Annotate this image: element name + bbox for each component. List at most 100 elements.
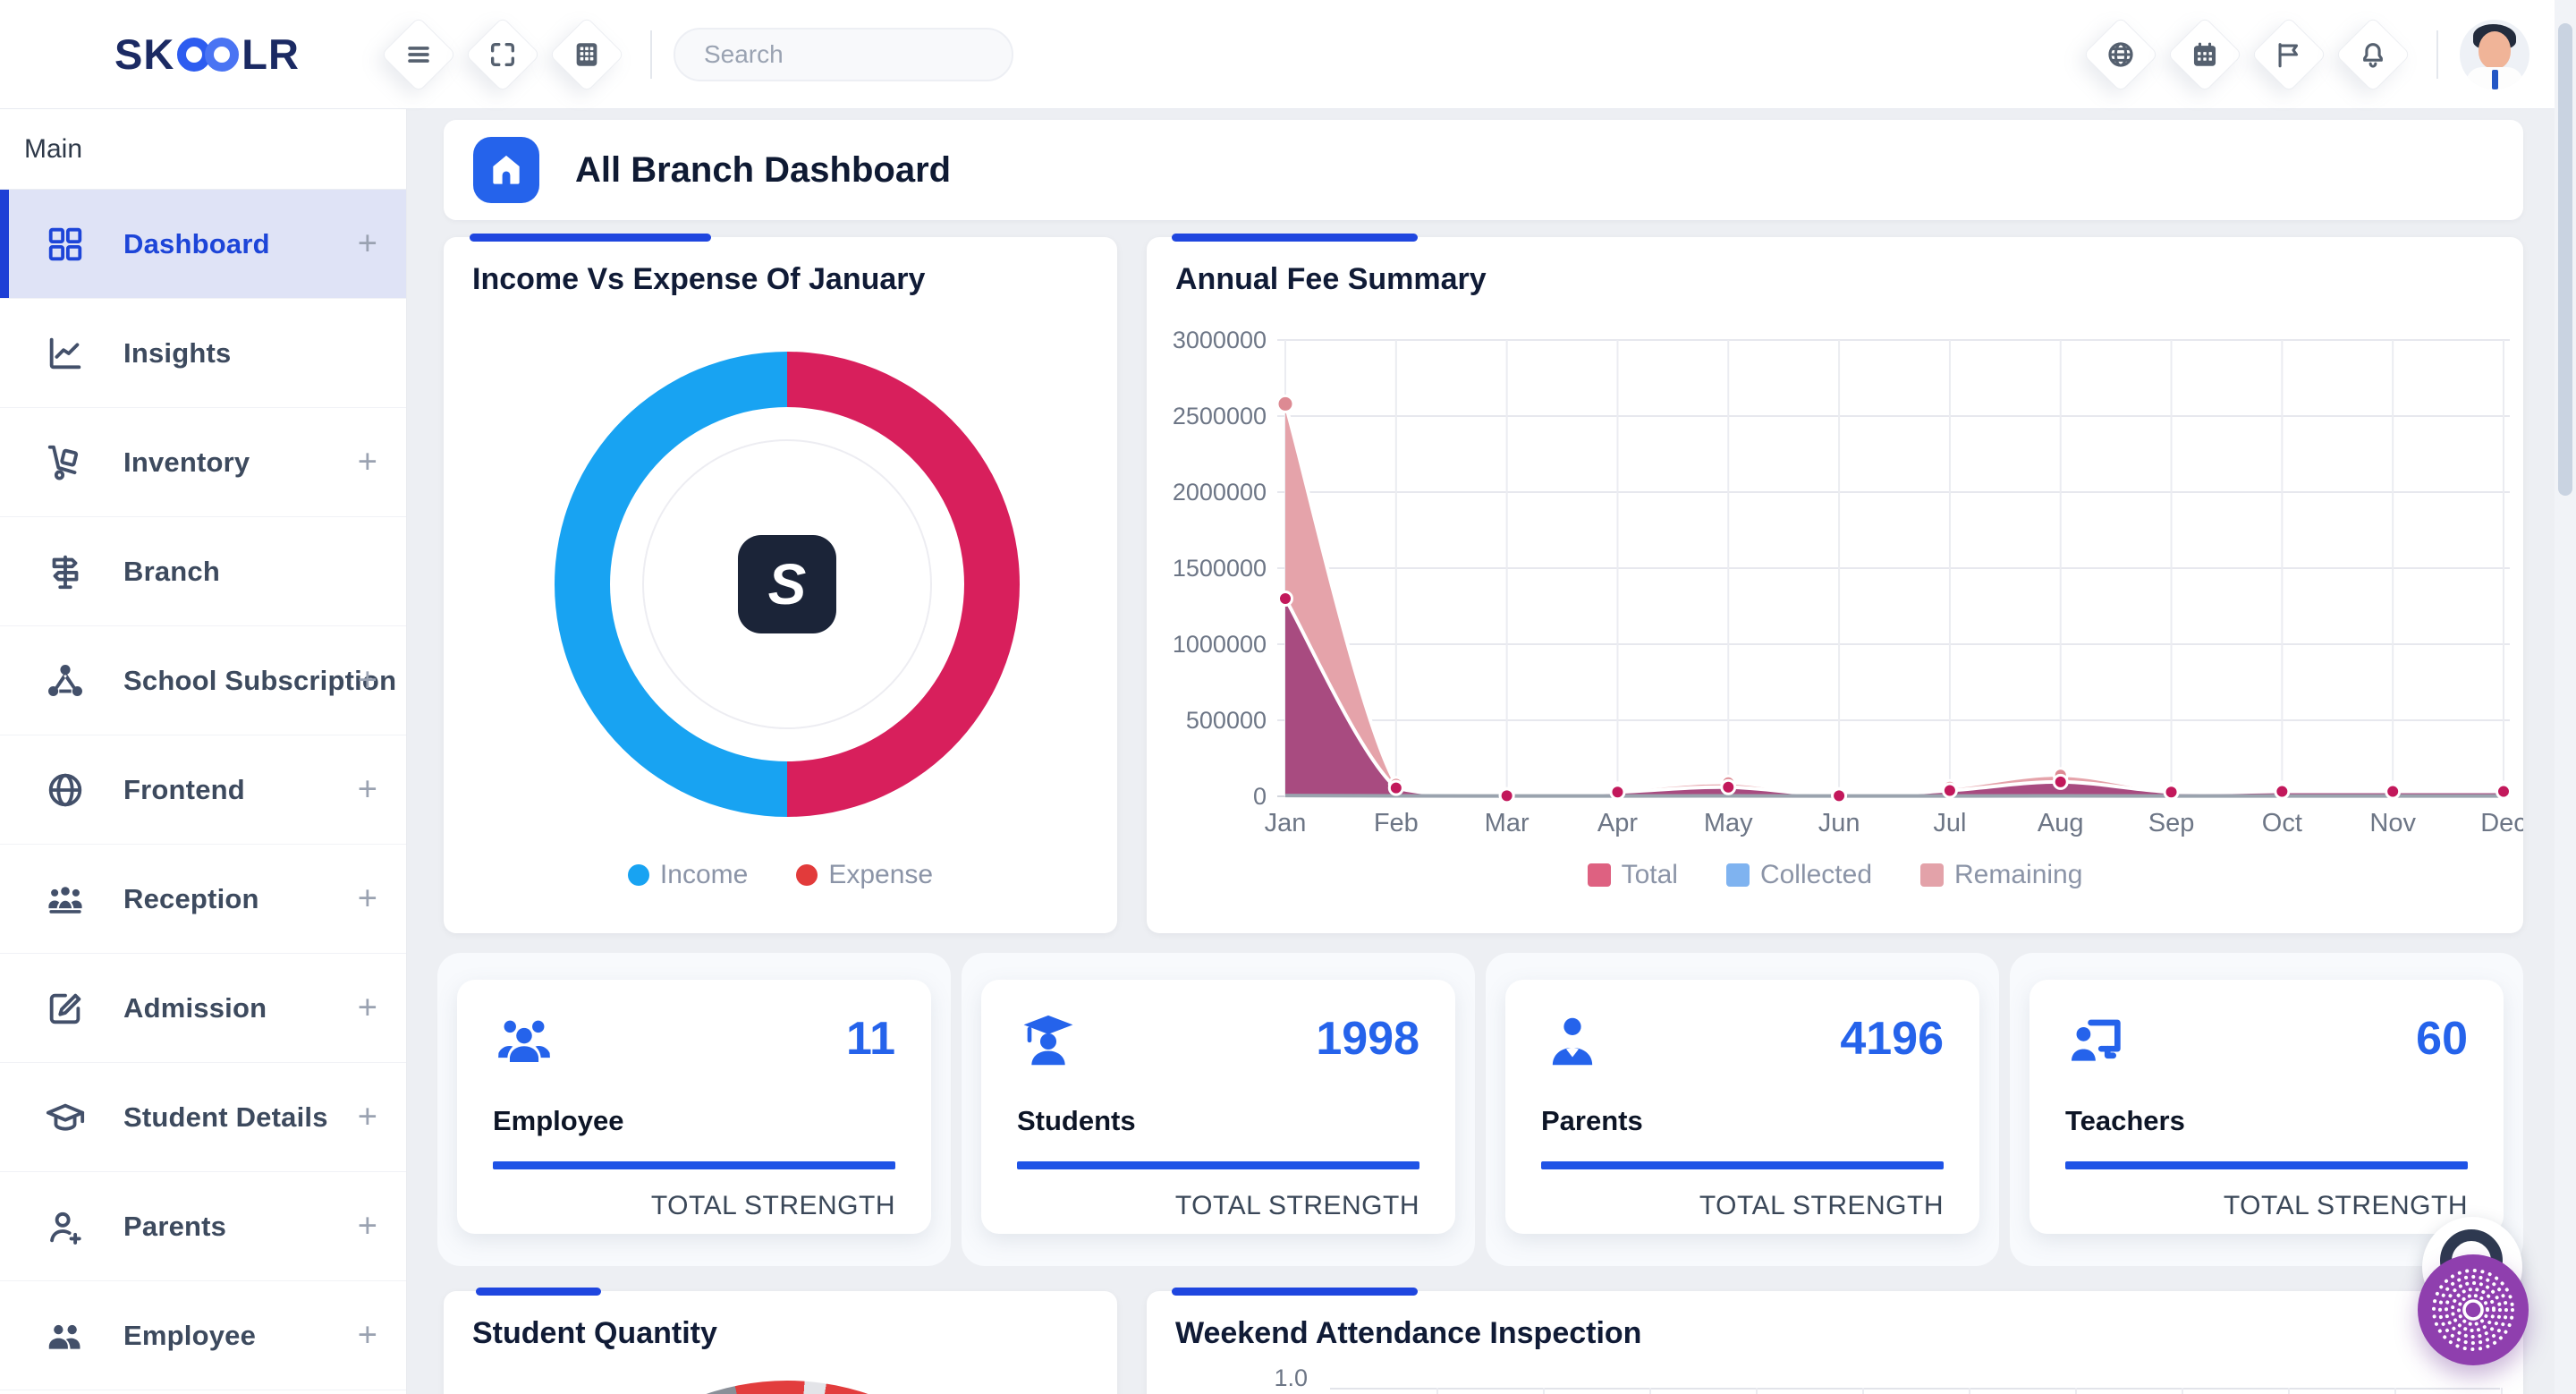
sidebar-item-label: Insights <box>123 337 231 370</box>
sidebar-item-label: Employee <box>123 1320 256 1352</box>
expand-plus-icon[interactable]: + <box>358 1207 377 1245</box>
card-accent-bar <box>1172 1288 1418 1296</box>
weekend-grid-stub <box>1543 1388 1545 1394</box>
search-bar <box>674 28 1013 81</box>
header-apps-grid-button[interactable] <box>549 16 625 92</box>
sidebar-item-employee[interactable]: Employee + <box>0 1281 406 1390</box>
sidebar-item-label: Student Details <box>123 1101 328 1134</box>
stat-footer: TOTAL STRENGTH <box>1699 1191 1944 1221</box>
weekend-grid-stub <box>1969 1388 1970 1394</box>
expand-plus-icon[interactable]: + <box>358 443 377 481</box>
stat-value: 60 <box>2416 1012 2468 1066</box>
legend-dot <box>628 864 649 886</box>
annual-fee-legend: Total Collected Remaining <box>1147 860 2523 890</box>
dotted-mandala-icon <box>2429 1266 2517 1354</box>
weekend-grid-stub <box>2394 1388 2396 1394</box>
user-avatar[interactable] <box>2460 20 2529 89</box>
header-calendar-button[interactable] <box>2167 16 2243 92</box>
svg-text:Jul: Jul <box>1933 809 1966 837</box>
home-button[interactable] <box>473 137 539 203</box>
sidebar-item-admission[interactable]: Admission+ <box>0 954 406 1063</box>
header-bell-button[interactable] <box>2335 16 2411 92</box>
expand-plus-icon[interactable]: + <box>358 225 377 263</box>
sidebar-item-insights[interactable]: Insights <box>0 299 406 408</box>
header-divider-right <box>2436 30 2438 79</box>
legend-item-remaining[interactable]: Remaining <box>1920 860 2082 890</box>
menu-icon <box>403 39 434 70</box>
sidebar-item-parents[interactable]: Parents+ <box>0 1172 406 1281</box>
sidebar-item-label: Inventory <box>123 446 250 479</box>
legend-label: Expense <box>828 860 933 890</box>
header-globe-button[interactable] <box>2083 16 2159 92</box>
expand-plus-icon[interactable]: + <box>358 1098 377 1136</box>
sidebar-item-dashboard[interactable]: Dashboard+ <box>0 190 406 299</box>
stat-value: 4196 <box>1840 1012 1944 1066</box>
stat-card-parents: 4196ParentsTOTAL STRENGTH <box>1505 980 1979 1234</box>
svg-text:Aug: Aug <box>2038 809 2084 837</box>
legend-swatch <box>1920 863 1944 887</box>
page-scrollbar-thumb[interactable] <box>2558 23 2572 496</box>
stat-card-container: 11EmployeeTOTAL STRENGTH <box>437 953 951 1266</box>
header-menu-button[interactable] <box>381 16 457 92</box>
frontend-icon <box>45 769 86 811</box>
legend-label: Income <box>660 860 748 890</box>
sidebar-item-student-details[interactable]: Student Details + <box>0 1063 406 1172</box>
page-title: All Branch Dashboard <box>575 150 951 191</box>
expand-plus-icon[interactable]: + <box>358 1316 377 1355</box>
svg-text:1000000: 1000000 <box>1173 631 1267 658</box>
student-quantity-pie-chart[interactable] <box>537 1381 1038 1394</box>
weekend-y-tick: 1.0 <box>1236 1364 1308 1392</box>
expand-plus-icon[interactable]: + <box>358 661 377 700</box>
weekend-grid-stub <box>2288 1388 2290 1394</box>
weekend-gridline <box>1330 1388 2500 1390</box>
page-title-card: All Branch Dashboard <box>444 120 2523 220</box>
stat-divider <box>2065 1161 2468 1169</box>
stat-footer: TOTAL STRENGTH <box>1175 1191 1419 1221</box>
avatar-tie <box>2492 70 2498 89</box>
header-fullscreen-button[interactable] <box>465 16 541 92</box>
header-flag-button[interactable] <box>2251 16 2327 92</box>
svg-text:Mar: Mar <box>1485 809 1530 837</box>
legend-swatch <box>1726 863 1750 887</box>
sidebar-item-school-subscription[interactable]: School Subscription+ <box>0 626 406 735</box>
legend-item-income[interactable]: Income <box>628 860 748 890</box>
sidebar-item-reception[interactable]: Reception+ <box>0 845 406 954</box>
svg-text:Oct: Oct <box>2262 809 2302 837</box>
legend-item-total[interactable]: Total <box>1588 860 1678 890</box>
expand-plus-icon[interactable]: + <box>358 770 377 809</box>
annual-fee-area-chart[interactable]: 3000000250000020000001500000100000050000… <box>1147 237 2523 933</box>
admission-icon <box>45 988 86 1029</box>
svg-text:2500000: 2500000 <box>1173 403 1267 429</box>
legend-item-collected[interactable]: Collected <box>1726 860 1872 890</box>
app-logo: SK LR <box>114 30 300 79</box>
expand-plus-icon[interactable]: + <box>358 989 377 1027</box>
weekend-attendance-card: Weekend Attendance Inspection 1.0 <box>1147 1291 2523 1394</box>
inventory-icon <box>45 442 86 483</box>
income-expense-card: Income Vs Expense Of January S Income Exp… <box>444 237 1117 933</box>
expand-plus-icon[interactable]: + <box>358 880 377 918</box>
donut-legend: Income Expense <box>444 860 1117 890</box>
weekend-grid-stub <box>2501 1388 2503 1394</box>
stat-card-students: 1998StudentsTOTAL STRENGTH <box>981 980 1455 1234</box>
svg-text:3000000: 3000000 <box>1173 327 1267 353</box>
header-right-buttons <box>2079 28 2415 81</box>
sidebar-item-inventory[interactable]: Inventory + <box>0 408 406 517</box>
weekend-grid-stub <box>1649 1388 1651 1394</box>
weekend-grid-stub <box>1436 1388 1438 1394</box>
bell-icon <box>2358 39 2388 70</box>
insights-icon <box>45 333 86 374</box>
stat-divider <box>1541 1161 1944 1169</box>
customizer-fab-button[interactable] <box>2418 1254 2529 1365</box>
brand-s-logo: S <box>738 535 836 633</box>
search-input[interactable] <box>675 30 1013 80</box>
page-scrollbar-track[interactable] <box>2555 0 2576 1394</box>
employee-icon <box>45 1315 86 1356</box>
logo-text-left: SK <box>114 30 174 79</box>
employee-group-icon <box>493 1010 555 1073</box>
svg-text:Nov: Nov <box>2369 809 2416 837</box>
sidebar-item-frontend[interactable]: Frontend+ <box>0 735 406 845</box>
legend-item-expense[interactable]: Expense <box>796 860 933 890</box>
svg-text:Feb: Feb <box>1374 809 1419 837</box>
sidebar-item-branch[interactable]: Branch <box>0 517 406 626</box>
income-expense-title: Income Vs Expense Of January <box>472 262 925 297</box>
